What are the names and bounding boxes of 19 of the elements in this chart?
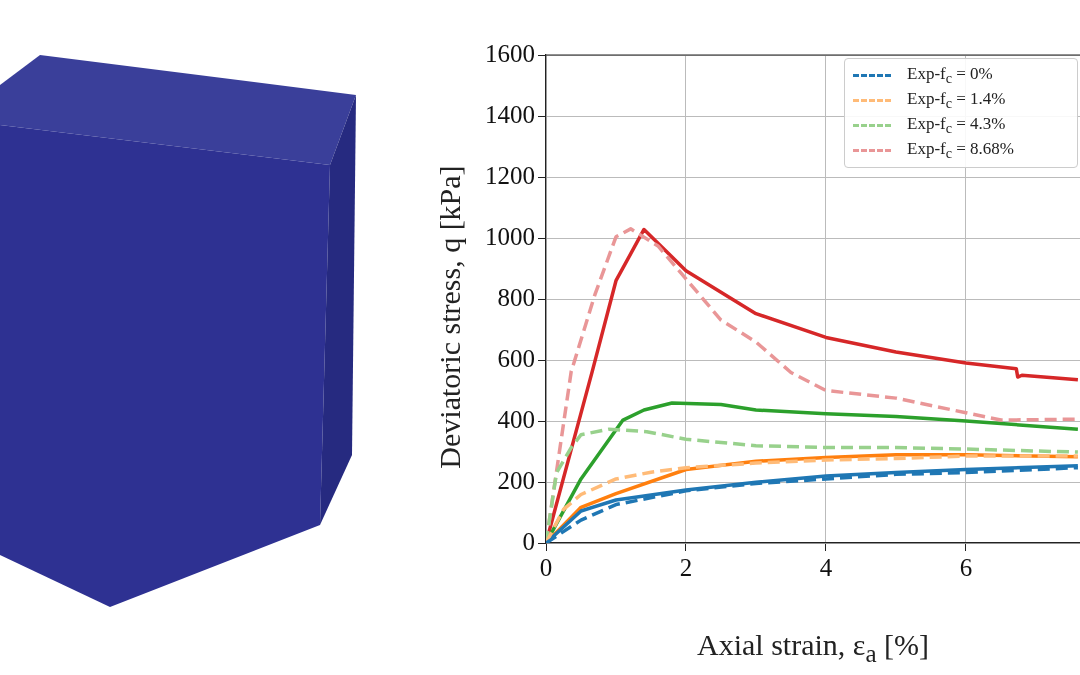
y-tick-label: 800 (497, 283, 535, 311)
x-tick-label: 6 (959, 553, 973, 581)
y-axis-title: Deviatoric stress, q [kPa] (433, 164, 467, 471)
x-tick-label: 0 (539, 553, 553, 581)
legend-label: Exp-f$_{c}$ = 0% (907, 63, 993, 88)
y-tick-label: 1000 (485, 222, 535, 250)
legend-label: Exp-f$_{c}$ = 1.4% (907, 88, 1006, 113)
x-axis-title: Axial strain, ε$_{a}$ [%] (696, 628, 930, 668)
x-tick-label: 4 (819, 553, 833, 581)
y-tick-label: 1200 (485, 161, 535, 189)
y-tick-label: 400 (497, 405, 535, 433)
y-tick-label: 200 (497, 466, 535, 494)
legend-label: Exp-f$_{c}$ = 4.3% (907, 113, 1006, 138)
y-tick-label: 1400 (485, 100, 535, 128)
y-tick-label: 600 (497, 344, 535, 372)
y-tick-label: 0 (522, 527, 535, 555)
x-tick-label: 2 (679, 553, 693, 581)
y-tick-label: 1600 (485, 39, 535, 67)
legend-label: Exp-f$_{c}$ = 8.68% (907, 138, 1015, 163)
